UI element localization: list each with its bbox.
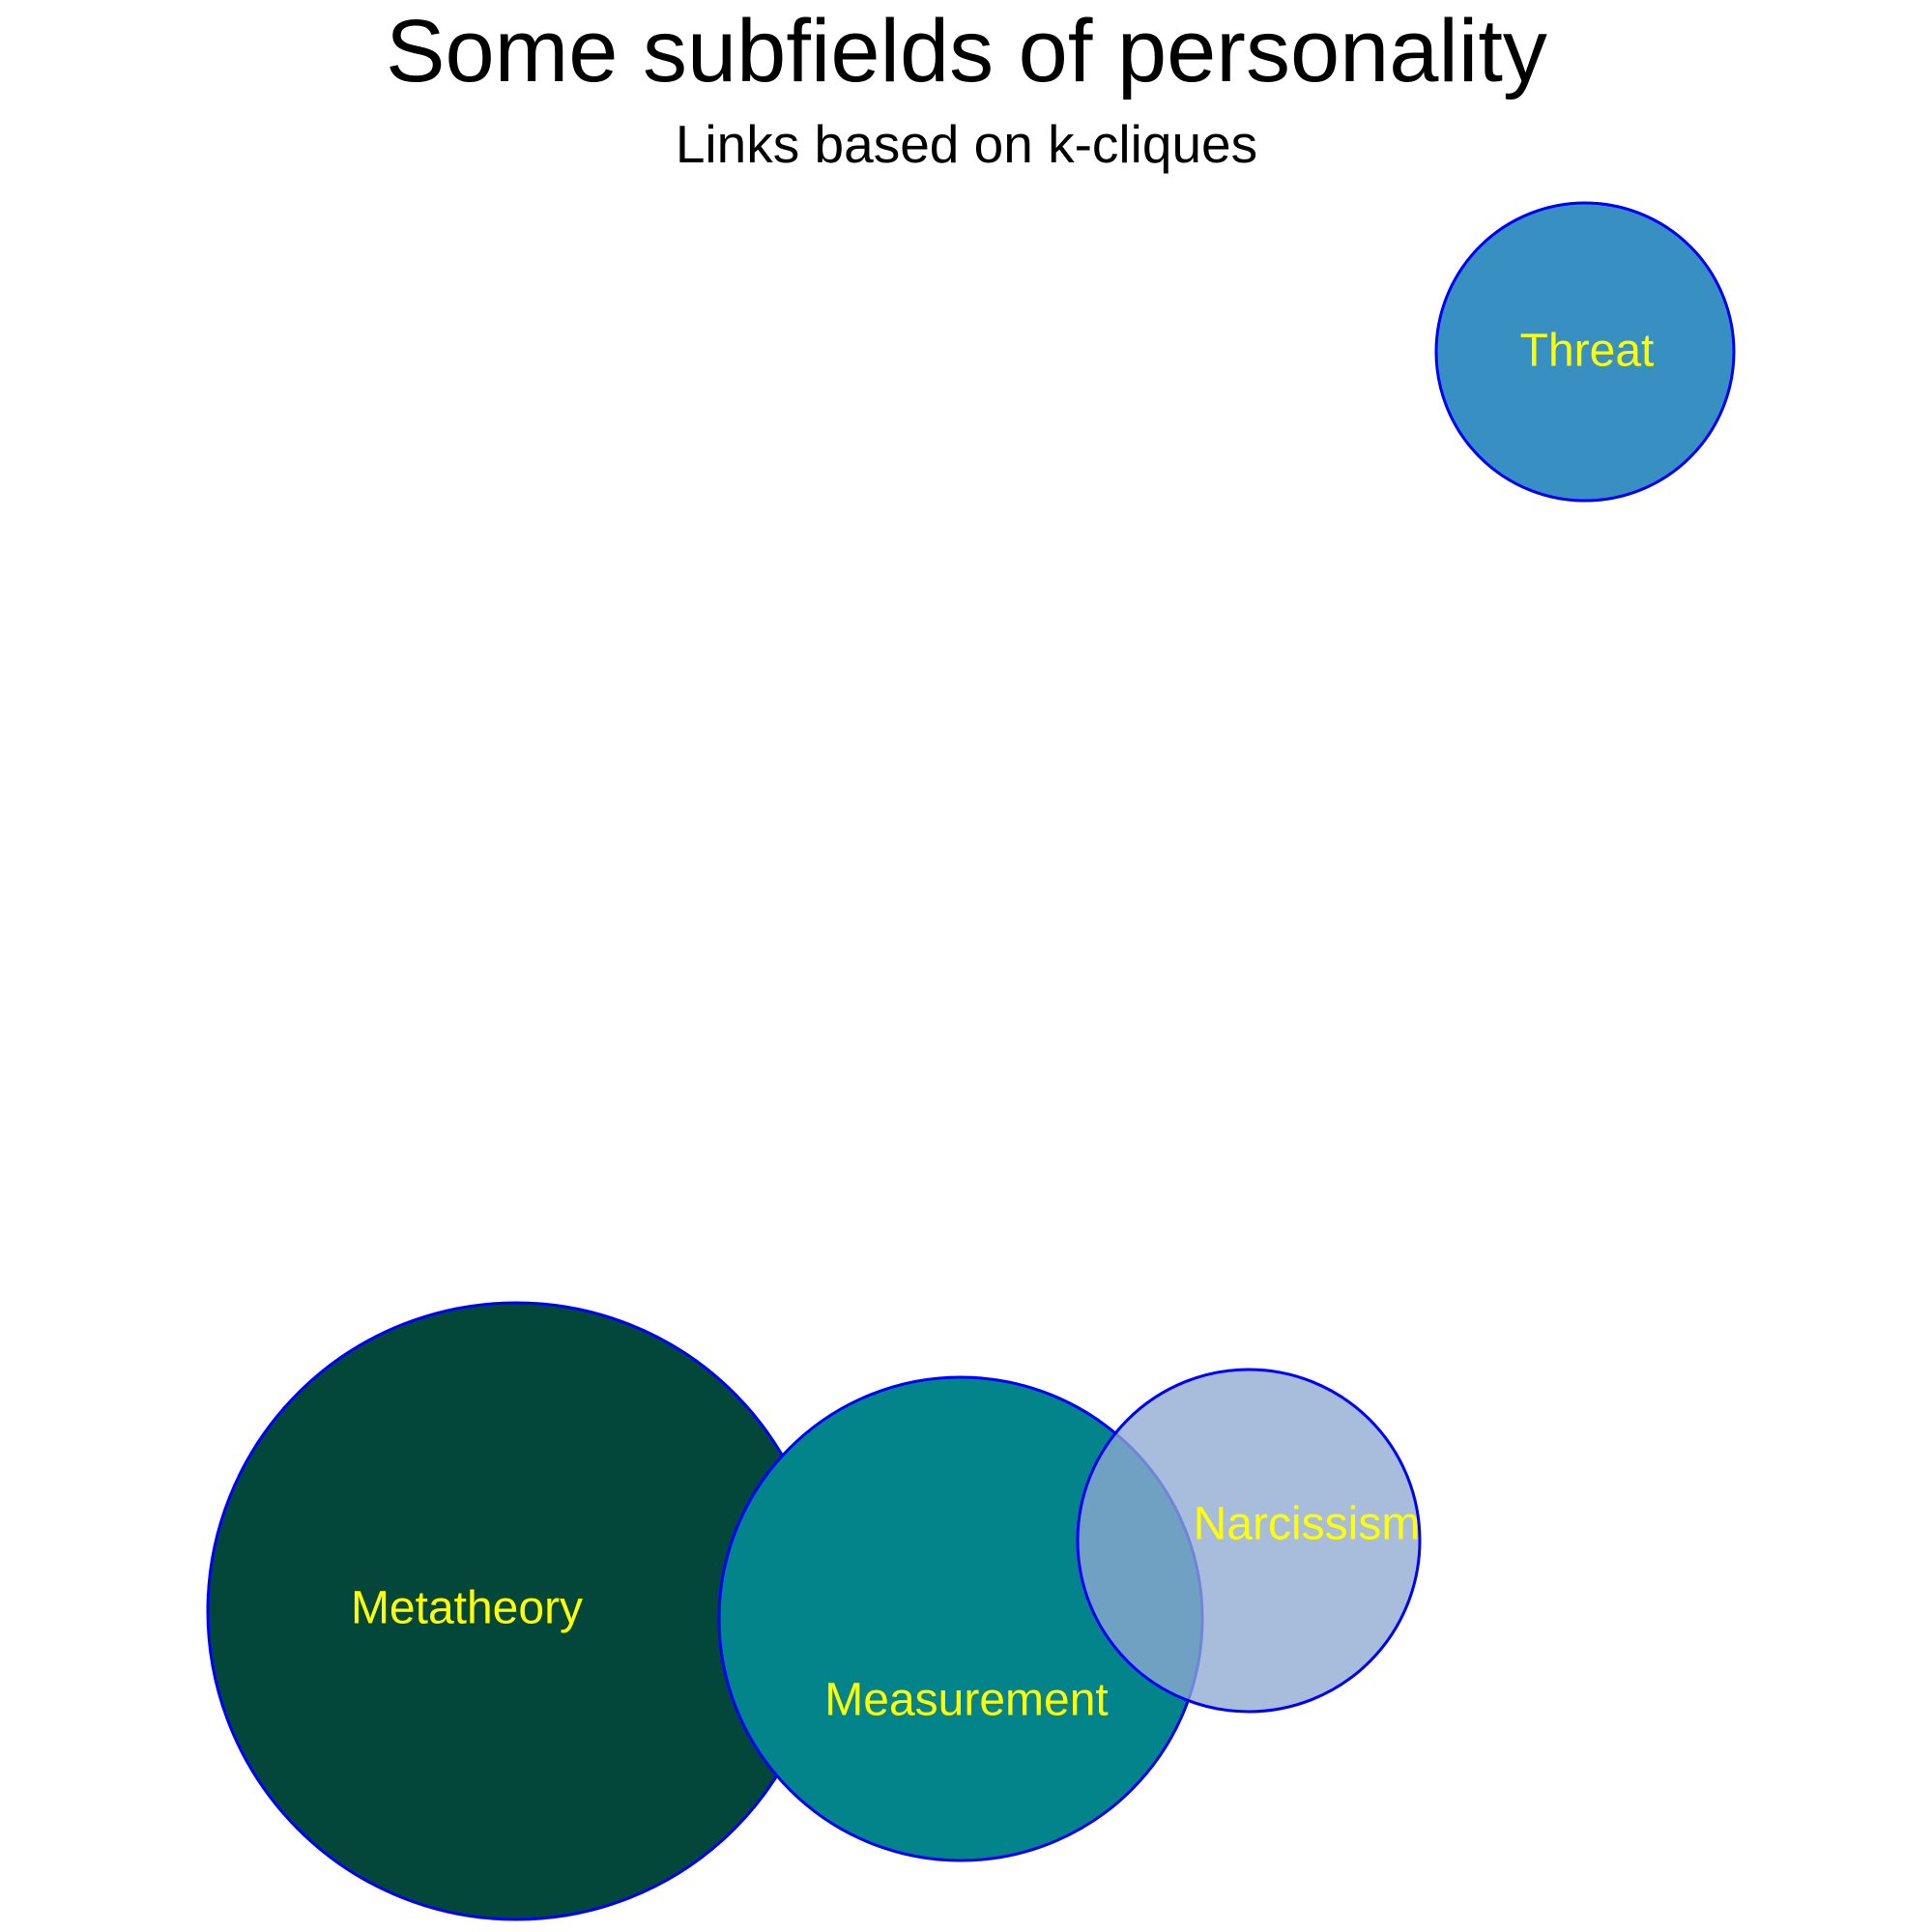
node-label-threat: Threat [1520,326,1655,377]
diagram-subtitle: Links based on k-cliques [676,114,1257,174]
diagram-title: Some subfields of personality [386,2,1547,101]
node-label-metatheory: Metatheory [351,1583,583,1634]
node-narcissism [1076,1368,1422,1714]
node-label-narcissism: Narcissism [1194,1499,1421,1550]
node-label-measurement: Measurement [824,1675,1108,1726]
node-circle-narcissism [1076,1368,1422,1714]
node-threat [1434,201,1736,503]
node-circle-threat [1434,201,1736,503]
